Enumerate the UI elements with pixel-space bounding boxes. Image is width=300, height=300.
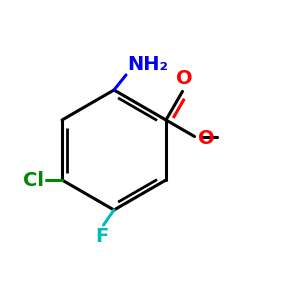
Text: NH₂: NH₂ [128,55,169,74]
Text: Cl: Cl [23,170,44,190]
Text: O: O [176,69,192,88]
Text: F: F [95,227,109,246]
Text: O: O [197,128,214,148]
